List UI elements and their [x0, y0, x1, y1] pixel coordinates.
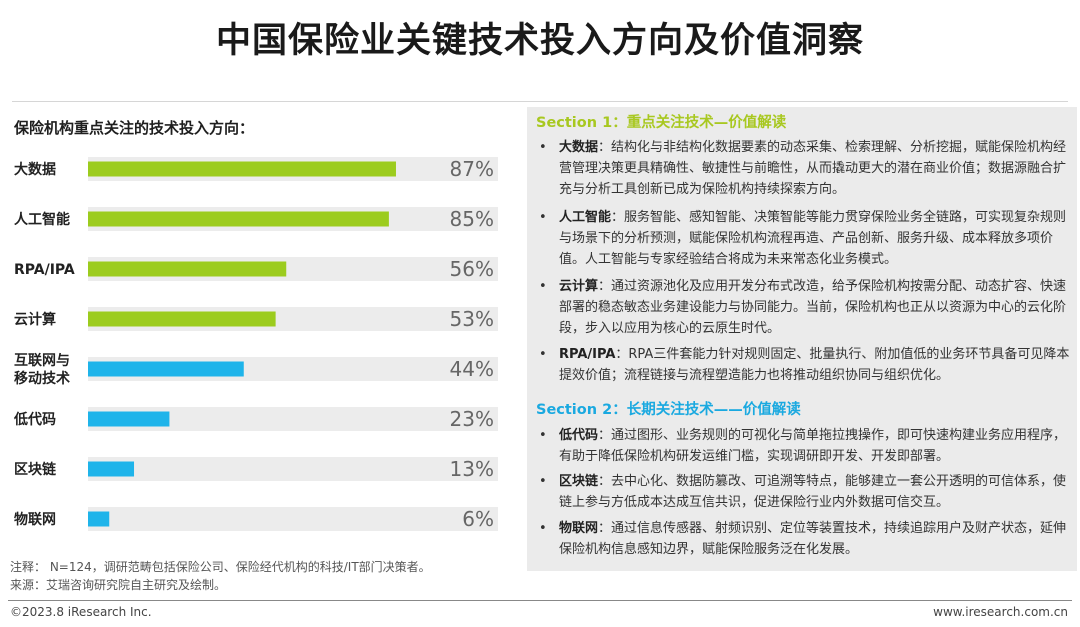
- insight-text: ：通过信息传感器、射频识别、定位等装置技术，持续追踪用户及财产状态，延伸保险机构…: [559, 521, 1067, 557]
- copyright: ©2023.8 iResearch Inc.: [10, 605, 152, 619]
- category-label: 大数据: [14, 161, 56, 178]
- bullet-icon: •: [539, 210, 547, 225]
- insight-text: ：结构化与非结构化数据要素的动态采集、检索理解、分析挖掘，赋能保险机构经营管理决…: [559, 140, 1067, 197]
- category-label: 物联网: [14, 511, 56, 528]
- bullet-icon: •: [539, 347, 547, 362]
- category-label: 人工智能: [14, 211, 70, 228]
- section1-title: 重点关注技术—价值解读: [626, 115, 787, 131]
- bullet-icon: •: [539, 279, 547, 294]
- insight-text: ：服务智能、感知智能、决策智能等能力贯穿保险业务全链路，可实现复杂规则与场景下的…: [559, 210, 1067, 267]
- insight-item: • 低代码：通过图形、业务规则的可视化与简单拖拉拽操作，即可快速构建业务应用程序…: [536, 425, 1070, 467]
- value-label: 23%: [450, 407, 494, 431]
- insight-term: 大数据: [559, 140, 599, 155]
- bar: [88, 361, 244, 377]
- bar: [88, 261, 287, 277]
- section1-heading: Section 1：重点关注技术—价值解读: [536, 111, 786, 132]
- bar: [88, 211, 389, 227]
- value-label: 44%: [450, 357, 494, 381]
- value-label: 6%: [462, 507, 494, 531]
- insight-term: 低代码: [559, 428, 599, 443]
- value-label: 87%: [450, 157, 494, 181]
- insight-item: • 人工智能：服务智能、感知智能、决策智能等能力贯穿保险业务全链路，可实现复杂规…: [536, 207, 1070, 270]
- bullet-icon: •: [539, 474, 547, 489]
- bar: [88, 461, 135, 477]
- bullet-icon: •: [539, 428, 547, 443]
- page-title: 中国保险业关键技术投入方向及价值洞察: [215, 21, 864, 61]
- value-label: 85%: [450, 207, 494, 231]
- bullet-icon: •: [539, 140, 547, 155]
- chart-title: 保险机构重点关注的技术投入方向：: [14, 119, 255, 137]
- insight-text: ：通过资源池化及应用开发分布式改造，给予保险机构按需分配、动态扩容、快速部署的稳…: [559, 279, 1067, 336]
- insight-text: ：RPA三件套能力针对规则固定、批量执行、附加值低的业务环节具备可见降本提效价值…: [559, 347, 1070, 383]
- section2-prefix: Section 2：: [536, 402, 627, 418]
- bar: [88, 411, 170, 427]
- section1-prefix: Section 1：: [536, 115, 627, 131]
- insight-term: 区块链: [559, 474, 599, 489]
- insight-panel: [527, 107, 1077, 571]
- bar-track: [88, 507, 498, 531]
- bar: [88, 311, 276, 327]
- insight-item: • 物联网：通过信息传感器、射频识别、定位等装置技术，持续追踪用户及财产状态，延…: [536, 518, 1070, 560]
- source-note: 来源：艾瑞咨询研究院自主研究及绘制。: [10, 578, 227, 592]
- footnote: 注释： N=124，调研范畴包括保险公司、保险经代机构的科技/IT部门决策者。: [10, 560, 431, 574]
- category-label: 云计算: [14, 311, 56, 328]
- value-label: 53%: [450, 307, 494, 331]
- category-label: 互联网与移动技术: [14, 353, 70, 387]
- insight-term: 物联网: [559, 521, 599, 536]
- insight-text: ：去中心化、数据防篡改、可追溯等特点，能够建立一套公开透明的可信体系，使链上参与…: [559, 474, 1067, 510]
- category-label: 区块链: [14, 461, 57, 478]
- insight-item: • 云计算：通过资源池化及应用开发分布式改造，给予保险机构按需分配、动态扩容、快…: [536, 276, 1070, 339]
- footer-divider: [8, 600, 1072, 601]
- bar-chart: 大数据 87% 人工智能 85% RPA/IPA 56% 云计算 53% 互联网与移动技术 44%…: [13, 157, 498, 531]
- section2-heading: Section 2：长期关注技术——价值解读: [536, 398, 801, 419]
- bar-track: [88, 457, 498, 481]
- title-divider: [12, 101, 1068, 102]
- website-link[interactable]: www.iresearch.com.cn: [933, 605, 1068, 619]
- value-label: 13%: [450, 457, 494, 481]
- bar: [88, 511, 110, 527]
- insight-item: • 大数据：结构化与非结构化数据要素的动态采集、检索理解、分析挖掘，赋能保险机构…: [536, 137, 1070, 200]
- category-label: RPA/IPA: [14, 262, 75, 278]
- insight-item: • 区块链：去中心化、数据防篡改、可追溯等特点，能够建立一套公开透明的可信体系，…: [536, 471, 1070, 513]
- bullet-icon: •: [539, 521, 547, 536]
- value-label: 56%: [450, 257, 494, 281]
- section2-title: 长期关注技术——价值解读: [626, 402, 801, 418]
- insight-term: 人工智能: [559, 210, 612, 225]
- insight-text: ：通过图形、业务规则的可视化与简单拖拉拽操作，即可快速构建业务应用程序，有助于降…: [559, 428, 1067, 464]
- category-label: 低代码: [13, 411, 56, 428]
- insight-term: RPA/IPA: [559, 347, 616, 362]
- insight-item: • RPA/IPA：RPA三件套能力针对规则固定、批量执行、附加值低的业务环节具…: [536, 344, 1070, 386]
- bar: [88, 161, 396, 177]
- insight-term: 云计算: [559, 279, 599, 294]
